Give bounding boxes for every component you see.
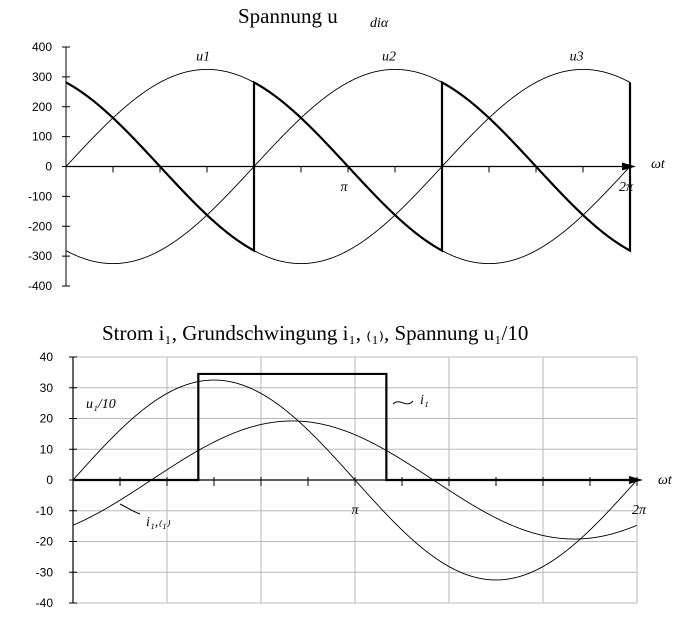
y-tick-label: 40 <box>40 350 54 364</box>
y-tick-label: -200 <box>28 219 52 233</box>
series-label-i1: i₁ <box>420 393 429 408</box>
y-tick-label: -100 <box>28 189 52 203</box>
x-mark-label: 2π <box>632 503 647 518</box>
x-axis-label: ωt <box>651 157 666 172</box>
voltage-chart-title-subscript: diα <box>370 16 389 31</box>
y-tick-label: 100 <box>32 130 52 144</box>
current-chart-series <box>72 372 638 581</box>
current-chart-title: Strom i₁, Grundschwingung i₁, ₍₁₎, Spann… <box>102 321 528 345</box>
series-label-i1-1: i₁,₍₁₎ <box>146 515 171 530</box>
y-tick-label: -20 <box>36 535 54 549</box>
y-tick-label: -10 <box>36 504 54 518</box>
y-tick-label: 400 <box>32 40 52 54</box>
y-tick-label: 20 <box>40 412 54 426</box>
series-label-u1-10: u₁/10 <box>86 397 116 412</box>
x-mark-label: π <box>351 503 359 518</box>
leader-i1 <box>392 400 414 405</box>
x-axis-label: ωt <box>658 473 673 488</box>
series-i1--1- <box>72 420 638 540</box>
y-tick-label: 10 <box>40 442 54 456</box>
voltage-chart-labels: u1 u2 u3 <box>196 49 583 64</box>
series-label-u1: u1 <box>196 49 210 64</box>
y-tick-label: 30 <box>40 381 54 395</box>
y-tick-label: -400 <box>28 279 52 293</box>
y-tick-label: 300 <box>32 70 52 84</box>
voltage-chart-axes: 400 300 200 100 0 -100 -200 -300 -400 ωt π 2π <box>28 40 666 293</box>
y-tick-label: -300 <box>28 249 52 263</box>
series-output-voltage <box>65 80 632 253</box>
y-tick-label: 0 <box>46 473 53 487</box>
y-tick-label: 200 <box>32 100 52 114</box>
current-chart: Strom i₁, Grundschwingung i₁, ₍₁₎, Spann… <box>36 321 673 610</box>
series-u1-10 <box>72 379 638 581</box>
current-chart-labels: u₁/10 i₁ i₁,₍₁₎ <box>86 393 429 530</box>
voltage-chart-series <box>65 68 632 265</box>
series-i1 <box>73 372 637 482</box>
y-tick-label: 0 <box>45 160 52 174</box>
y-tick-label: -30 <box>36 565 54 579</box>
voltage-chart: Spannung u diα 400 300 200 100 0 -100 -200 -300… <box>28 4 666 293</box>
series-label-u3: u3 <box>570 49 584 64</box>
leader-i1-1 <box>119 503 141 515</box>
series-label-u2: u2 <box>382 49 396 64</box>
x-mark-label: 2π <box>619 180 634 195</box>
voltage-chart-title: Spannung u <box>238 4 338 28</box>
x-mark-label: π <box>340 180 348 195</box>
y-tick-label: -40 <box>36 596 54 610</box>
